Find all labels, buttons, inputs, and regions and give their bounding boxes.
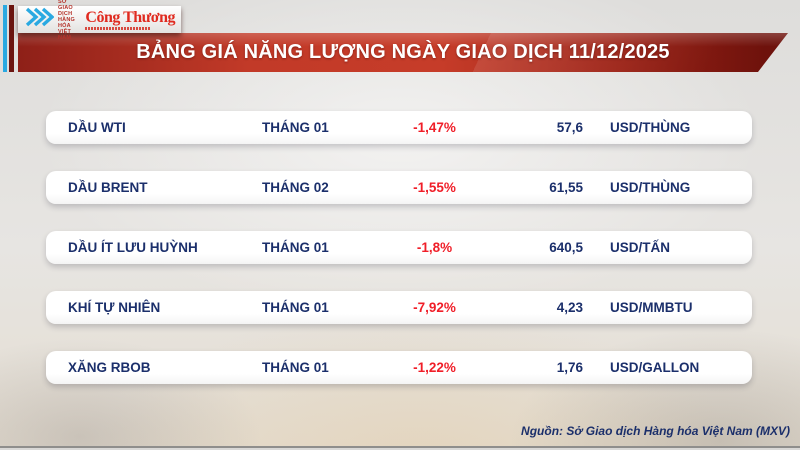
table-row-xang-rbob: XĂNG RBOB THÁNG 01 -1,22% 1,76 USD/GALLO… [46,351,752,384]
price-value: 61,55 [549,180,583,195]
left-accent-stripe-maroon [9,5,14,72]
contract-month: THÁNG 01 [262,120,329,135]
price-unit: USD/GALLON [610,360,700,375]
logo-bar: SỞ GIAO DỊCH HÀNG HÓA VIỆT NAM Công Thươ… [18,0,181,41]
mxv-logo-line1: SỞ GIAO DỊCH [58,0,73,17]
cong-thuong-logo: Công Thương [85,8,175,30]
price-unit: USD/TẤN [610,240,670,255]
change-percent: -1,22% [413,360,456,375]
mxv-logo-line3: VIỆT NAM [58,28,72,41]
change-percent: -1,55% [413,180,456,195]
table-row-dau-it-luu-huynh: DẦU ÍT LƯU HUỲNH THÁNG 01 -1,8% 640,5 US… [46,231,752,264]
price-unit: USD/THÙNG [610,120,691,135]
price-unit: USD/MMBTU [610,300,693,315]
mxv-logo-text: SỞ GIAO DỊCH HÀNG HÓA VIỆT NAM [58,0,76,41]
price-value: 1,76 [556,360,583,375]
commodity-name: DẦU BRENT [68,180,148,195]
commodity-name: DẦU WTI [68,120,126,135]
price-value: 4,23 [556,300,583,315]
table-row-khi-tu-nhien: KHÍ TỰ NHIÊN THÁNG 01 -7,92% 4,23 USD/MM… [46,291,752,324]
source-attribution: Nguồn: Sở Giao dịch Hàng hóa Việt Nam (M… [521,424,790,438]
cong-thuong-logo-tagline [85,26,152,30]
page-title: BẢNG GIÁ NĂNG LƯỢNG NGÀY GIAO DỊCH 11/12… [136,41,670,63]
change-percent: -1,47% [413,120,456,135]
cong-thuong-logo-text: Công Thương [85,8,175,26]
table-row-dau-brent: DẦU BRENT THÁNG 02 -1,55% 61,55 USD/THÙN… [46,171,752,204]
mxv-logo-line2: HÀNG HÓA [58,16,75,29]
price-unit: USD/THÙNG [610,180,691,195]
contract-month: THÁNG 02 [262,180,329,195]
change-percent: -1,8% [416,240,453,255]
price-value: 57,6 [556,120,583,135]
price-value: 640,5 [549,240,583,255]
commodity-name: KHÍ TỰ NHIÊN [68,300,161,315]
mxv-chevrons-icon [24,5,55,34]
contract-month: THÁNG 01 [262,360,329,375]
contract-month: THÁNG 01 [262,300,329,315]
table-row-dau-wti: DẦU WTI THÁNG 01 -1,47% 57,6 USD/THÙNG [46,111,752,144]
contract-month: THÁNG 01 [262,240,329,255]
bottom-border-line [0,446,800,450]
mxv-logo: SỞ GIAO DỊCH HÀNG HÓA VIỆT NAM [24,0,76,41]
commodity-name: DẦU ÍT LƯU HUỲNH [68,240,198,255]
commodity-name: XĂNG RBOB [68,360,151,375]
title-banner: BẢNG GIÁ NĂNG LƯỢNG NGÀY GIAO DỊCH 11/12… [18,33,788,72]
left-accent-stripe-cyan [3,5,7,72]
change-percent: -7,92% [413,300,456,315]
